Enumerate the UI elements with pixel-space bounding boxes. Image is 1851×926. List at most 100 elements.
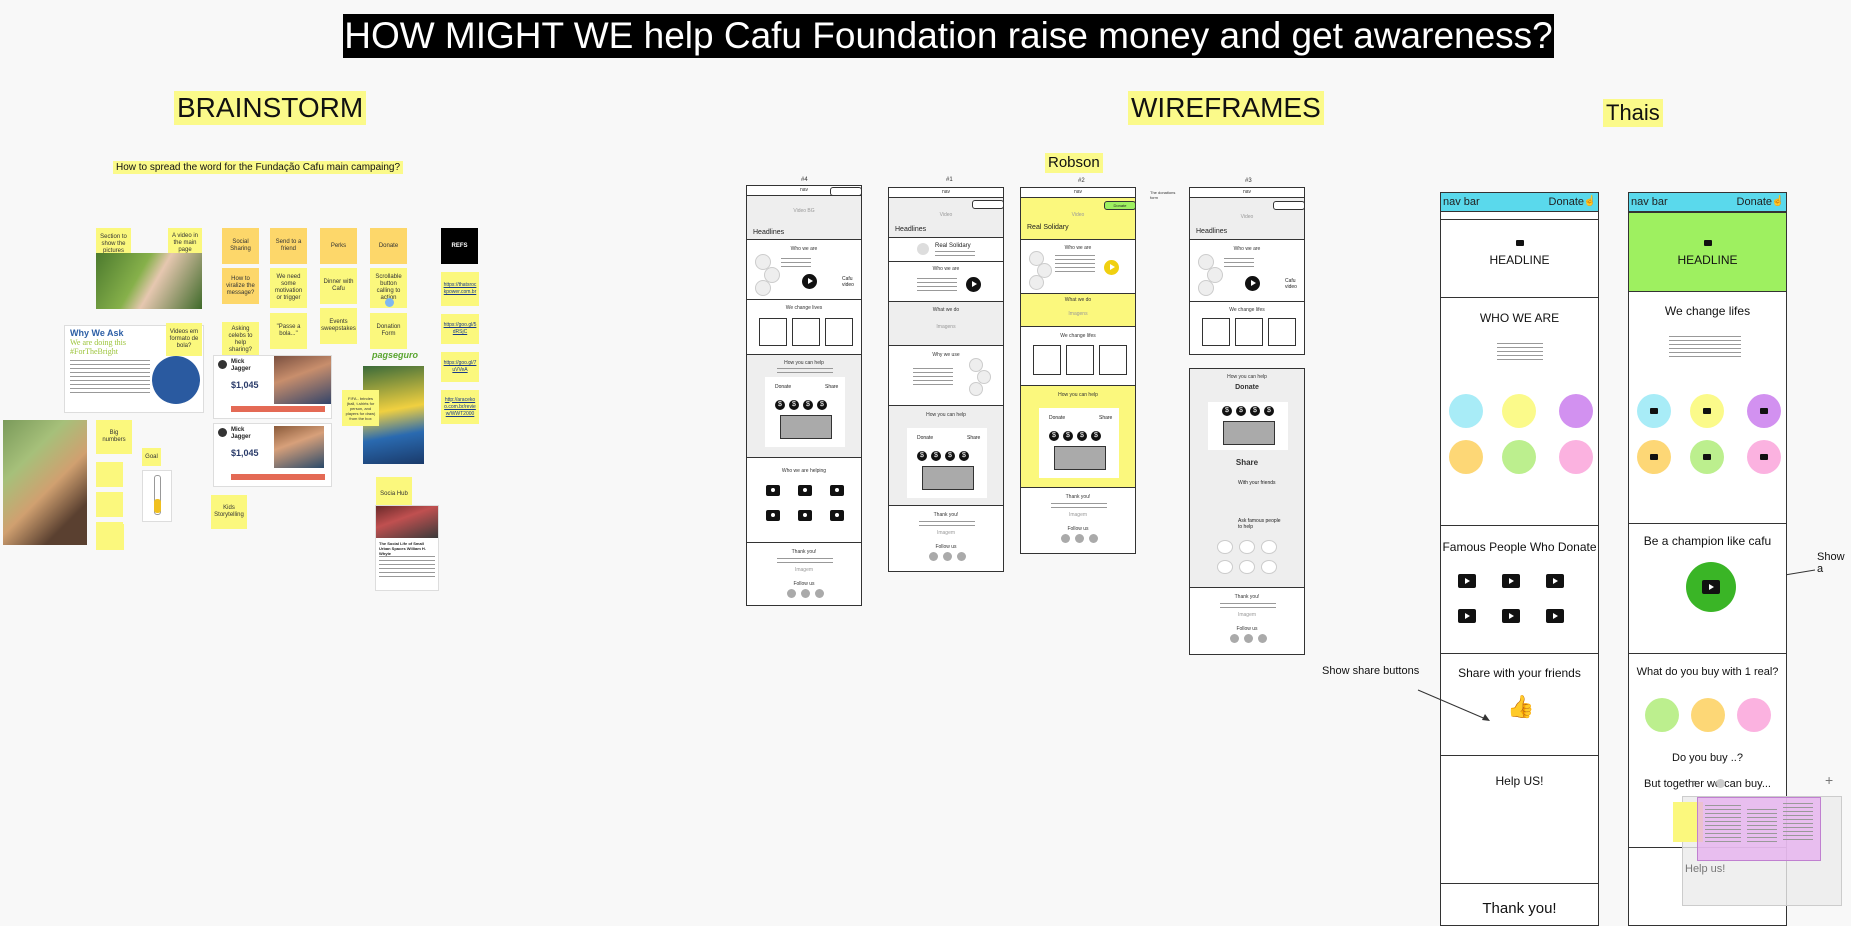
why-we-ask-heading: Why We Ask xyxy=(70,328,124,338)
m2-circle-yellow[interactable] xyxy=(1690,394,1724,428)
m1-hand-icon: ☝ xyxy=(1583,196,1596,207)
sticky-big-numbers[interactable]: Big numbers xyxy=(96,420,132,454)
wf3-thanks: Thank you! xyxy=(1234,594,1260,600)
show-annotation: Show a xyxy=(1817,551,1845,575)
m2-circle-pink[interactable] xyxy=(1747,440,1781,474)
ref-link-4[interactable]: http://aracekoo.com.br/review/WWT2000 xyxy=(441,390,479,424)
sticky-motivation[interactable]: We need some motivation or trigger xyxy=(270,268,307,308)
jagger-photo xyxy=(274,356,331,404)
zoom-plus-button[interactable]: + xyxy=(1825,772,1834,788)
wf3-change-title: We change lifes xyxy=(1229,307,1265,313)
champion-video-button[interactable] xyxy=(1686,562,1736,612)
m1-video-button[interactable] xyxy=(1458,609,1476,623)
wf1-footer: Thank you! Imagem Follow us xyxy=(889,505,1003,571)
sticky-kids[interactable]: Kids Storytelling xyxy=(211,495,247,529)
m1-who-text xyxy=(1497,343,1543,363)
minimap-content-1 xyxy=(1705,805,1741,843)
m1-headline: HEADLINE xyxy=(1489,253,1550,267)
jagger-amount: $1,045 xyxy=(231,448,259,458)
wf1-who-title: Who we are xyxy=(932,266,960,272)
m1-video-button[interactable] xyxy=(1502,574,1520,588)
sticky-asking-celebs[interactable]: Asking celebs to help sharing? xyxy=(222,322,259,358)
wf3-famous: Ask famous people to help xyxy=(1238,518,1281,530)
sticky-events[interactable]: Events sweepstakes xyxy=(320,308,357,344)
article-card: The Social Life of Small Urban Spaces Wi… xyxy=(375,505,439,591)
m1-video-button[interactable] xyxy=(1502,609,1520,623)
wf4-label: #4 xyxy=(801,177,808,183)
wf1-whyuse: Why we use xyxy=(889,345,1003,405)
wf1-real: Real Solidary xyxy=(889,237,1003,261)
m1-help-title: Help US! xyxy=(1495,774,1544,788)
m1-circle-yellow xyxy=(1502,394,1536,428)
sticky-dinner[interactable]: Dinner with Cafu xyxy=(320,268,357,304)
sticky-goal[interactable]: Goal xyxy=(142,448,161,466)
wf1-help-title: How you can help xyxy=(926,412,966,418)
m1-nav-bar[interactable]: nav bar Donate ☝ xyxy=(1441,193,1598,212)
thumbs-up-icon[interactable]: 👍 xyxy=(1507,694,1535,719)
m2-change: We change lifes xyxy=(1629,291,1786,517)
wf1-headline: Headlines xyxy=(895,226,927,233)
wf3-follow: Follow us xyxy=(1236,626,1258,632)
wf3-imagem: Imagem xyxy=(1237,612,1257,618)
sticky-small-4[interactable] xyxy=(96,524,124,550)
m2-circle-cyan[interactable] xyxy=(1637,394,1671,428)
wf3-friends: With your friends xyxy=(1238,480,1276,486)
m1-donate-link[interactable]: Donate xyxy=(1548,196,1584,208)
wf1-label: #1 xyxy=(946,177,953,183)
wf4-imagem: Imagem xyxy=(794,567,814,573)
m2-nav-bar[interactable]: nav bar Donate ☝ xyxy=(1629,193,1786,212)
sticky-refs[interactable]: REFS xyxy=(441,228,478,264)
m2-donate-link[interactable]: Donate xyxy=(1736,196,1772,208)
m1-circle-green xyxy=(1502,440,1536,474)
sticky-donate[interactable]: Donate xyxy=(370,228,407,264)
m2-circle-green[interactable] xyxy=(1690,440,1724,474)
minimap-content-3 xyxy=(1783,803,1813,843)
sticky-videos-format[interactable]: Videos em formato de bola? xyxy=(166,323,202,356)
zoom-minus-button[interactable]: − xyxy=(1689,773,1698,789)
jagger-amount: $1,045 xyxy=(231,380,259,390)
m2-circle-purple[interactable] xyxy=(1747,394,1781,428)
wf1-whatdo-title: What we do xyxy=(932,307,960,313)
ref-link-1[interactable]: https://thatsrockpower.com.br xyxy=(441,272,479,306)
m2-buy-circle-orange[interactable] xyxy=(1691,698,1725,732)
m1-thanks: Thank you! xyxy=(1441,883,1598,925)
wf1-images: Imagens xyxy=(936,324,956,330)
sticky-social-sharing[interactable]: Social Sharing xyxy=(222,228,259,264)
wf4-follow: Follow us xyxy=(793,581,815,587)
m1-video-button[interactable] xyxy=(1458,574,1476,588)
sticky-donation-form[interactable]: Donation Form xyxy=(370,313,407,349)
wf2-change: We change lifes xyxy=(1021,326,1135,385)
jagger-name: Mick Jagger xyxy=(231,427,251,440)
wf2-imagem: Imagem xyxy=(1068,512,1088,518)
minimap[interactable]: Help us! xyxy=(1673,796,1842,906)
article-title: The Social Life of Small Urban Spaces Wi… xyxy=(379,541,426,556)
sticky-passe[interactable]: "Passe a bola..." xyxy=(270,313,307,349)
wf1-nav: nav xyxy=(941,189,951,195)
wireframe-2: nav Donate Video Real Solidary Who we ar… xyxy=(1020,187,1136,554)
wf2-video: Video xyxy=(1071,212,1085,218)
ref-link-3[interactable]: https://goo.gl/7uVVeA xyxy=(441,352,479,382)
sticky-fifa[interactable]: FIFA - brindes (ball, t-shirts for perso… xyxy=(342,390,379,426)
m1-video-button[interactable] xyxy=(1546,609,1564,623)
ref-link-2[interactable]: https://goo.gl/5dRSjC xyxy=(441,314,479,344)
m1-circle-cyan xyxy=(1449,394,1483,428)
wf2-whatdo-title: What we do xyxy=(1064,297,1092,303)
sticky-small-1[interactable] xyxy=(96,462,123,487)
m2-buy-circle-pink[interactable] xyxy=(1737,698,1771,732)
m1-video-button[interactable] xyxy=(1546,574,1564,588)
m1-help: Help US! xyxy=(1441,755,1598,873)
wf4-helping: Who we are helping xyxy=(747,457,861,542)
wf2-help-title: How you can help xyxy=(1058,392,1098,398)
sticky-send-friend[interactable]: Send to a friend xyxy=(270,228,307,264)
wf1-share: Share xyxy=(967,435,981,441)
m2-circle-orange[interactable] xyxy=(1637,440,1671,474)
wf4-headline: Headlines xyxy=(753,229,785,236)
m2-nav-label: nav bar xyxy=(1631,196,1668,208)
zoom-slider-handle[interactable] xyxy=(1716,779,1725,788)
sticky-small-2[interactable] xyxy=(96,492,123,517)
why-we-ask-avatar xyxy=(152,356,200,404)
m2-buy-circle-green[interactable] xyxy=(1645,698,1679,732)
thais-mockup-1: nav bar Donate ☝ HEADLINE WHO WE ARE Fam… xyxy=(1440,192,1599,926)
sticky-perks[interactable]: Perks xyxy=(320,228,357,264)
sticky-viralize[interactable]: How to viralize the message? xyxy=(222,268,259,304)
